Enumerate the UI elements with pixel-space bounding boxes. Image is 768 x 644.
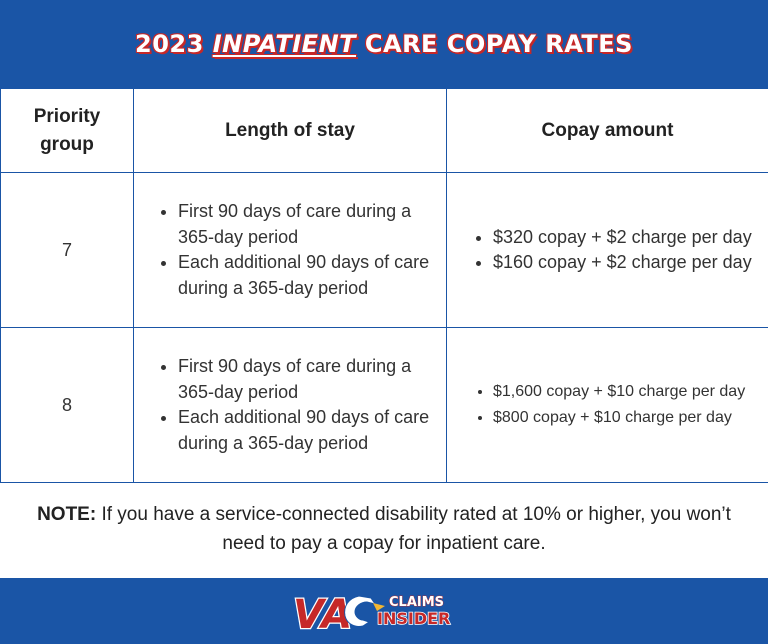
- va-claims-insider-logo: VA CLAIMS INSIDER: [289, 586, 479, 636]
- logo-va: VA: [293, 592, 352, 636]
- priority-group-cell: 8: [0, 327, 134, 483]
- logo-insider: INSIDER: [377, 609, 450, 628]
- list-item: Each additional 90 days of care during a…: [178, 250, 436, 301]
- length-of-stay-cell: First 90 days of care during a 365-day p…: [133, 172, 447, 328]
- column-header-copay-amount: Copay amount: [446, 88, 768, 173]
- footer-banner: VA CLAIMS INSIDER: [0, 578, 768, 644]
- column-header-length-of-stay: Length of stay: [133, 88, 447, 173]
- stay-list: First 90 days of care during a 365-day p…: [160, 354, 436, 456]
- title-rest: CARE COPAY RATES: [356, 30, 633, 58]
- stay-list: First 90 days of care during a 365-day p…: [160, 199, 436, 301]
- table-row: 7 First 90 days of care during a 365-day…: [0, 172, 768, 328]
- list-item: Each additional 90 days of care during a…: [178, 405, 436, 456]
- logo-claims: CLAIMS: [389, 595, 444, 610]
- header-banner: 2023 INPATIENT CARE COPAY RATES: [0, 0, 768, 88]
- copay-amount-cell: $1,600 copay + $10 charge per day $800 c…: [446, 327, 768, 483]
- list-item: $1,600 copay + $10 charge per day: [493, 380, 756, 404]
- note-text: NOTE: If you have a service-connected di…: [20, 500, 748, 558]
- list-item: First 90 days of care during a 365-day p…: [178, 199, 436, 250]
- list-item: $160 copay + $2 charge per day: [493, 250, 756, 276]
- logo-graphic: VA CLAIMS INSIDER: [292, 591, 451, 636]
- length-of-stay-cell: First 90 days of care during a 365-day p…: [133, 327, 447, 483]
- note-label: NOTE:: [37, 504, 97, 525]
- column-header-priority-group: Priority group: [0, 88, 134, 173]
- copay-amount-cell: $320 copay + $2 charge per day $160 copa…: [446, 172, 768, 328]
- list-item: $800 copay + $10 charge per day: [493, 406, 756, 430]
- eagle-icon: [344, 595, 385, 627]
- priority-group-cell: 7: [0, 172, 134, 328]
- title-year: 2023: [135, 30, 213, 58]
- note-body: If you have a service-connected disabili…: [96, 504, 731, 554]
- copay-list: $1,600 copay + $10 charge per day $800 c…: [475, 380, 756, 430]
- title-emphasis: INPATIENT: [212, 30, 357, 58]
- list-item: $320 copay + $2 charge per day: [493, 225, 756, 251]
- table-row: 8 First 90 days of care during a 365-day…: [0, 327, 768, 483]
- list-item: First 90 days of care during a 365-day p…: [178, 354, 436, 405]
- copay-list: $320 copay + $2 charge per day $160 copa…: [475, 225, 756, 276]
- table-header-row: Priority group Length of stay Copay amou…: [0, 88, 768, 173]
- copay-rates-table: Priority group Length of stay Copay amou…: [0, 88, 768, 483]
- page-title: 2023 INPATIENT CARE COPAY RATES: [135, 30, 633, 58]
